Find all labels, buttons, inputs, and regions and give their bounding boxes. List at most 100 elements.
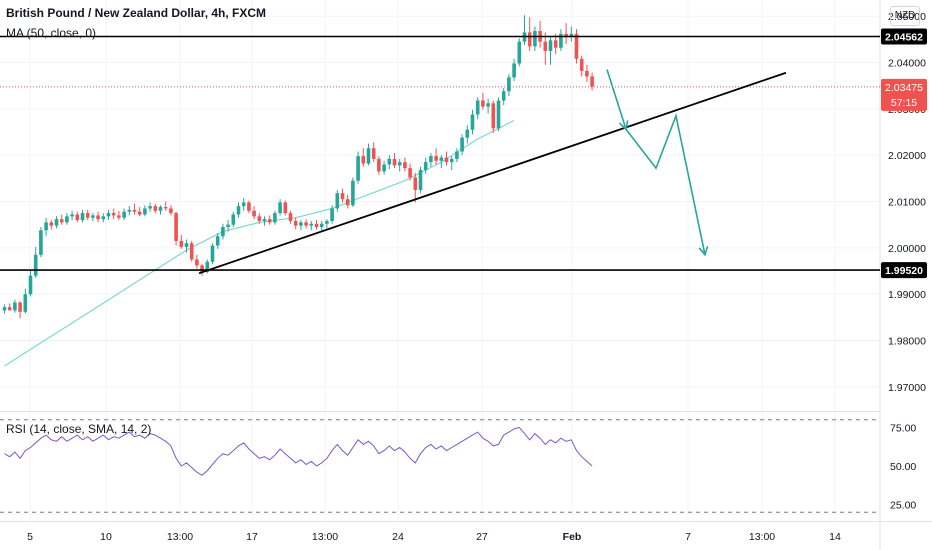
candle-body	[44, 222, 48, 231]
candle-body	[241, 202, 246, 207]
time-tick-label: 13:00	[749, 531, 775, 543]
current-price-tag	[881, 78, 927, 111]
time-tick-label: 24	[392, 531, 404, 543]
candle-body	[325, 220, 329, 224]
candle-body	[163, 207, 168, 209]
candle-body	[293, 220, 298, 226]
candle-body	[543, 41, 548, 51]
candle-body	[319, 223, 324, 228]
rsi-legend[interactable]: RSI (14, close, SMA, 14, 2)	[6, 422, 152, 436]
rsi-tick-label: 50.00	[890, 461, 916, 473]
candle-body	[195, 259, 199, 266]
candle-body	[70, 214, 74, 217]
candle-body	[392, 158, 397, 166]
price-tick-label: 2.04000	[888, 58, 926, 70]
candle-body	[210, 245, 215, 262]
candle-body	[579, 58, 584, 71]
candle-body	[262, 219, 267, 221]
trend-line-path	[198, 71, 787, 275]
candle-body	[418, 170, 423, 190]
candle-body	[366, 148, 371, 164]
trend-line[interactable]	[198, 71, 787, 275]
candle-body	[397, 162, 402, 166]
candle-body	[564, 33, 568, 38]
level-price-tag-text: 1.99520	[885, 265, 923, 277]
time-tick-label: 14	[829, 531, 841, 543]
candle-body	[252, 210, 256, 217]
candle-body	[335, 193, 340, 209]
candle-body	[460, 137, 464, 152]
time-tick-label: 5	[27, 531, 33, 543]
candle-body	[33, 254, 38, 276]
candle-body	[28, 275, 33, 295]
candle-body	[491, 103, 496, 129]
time-tick-label: 13:00	[167, 531, 193, 543]
candle-body	[75, 214, 80, 221]
candle-body	[486, 103, 490, 107]
candle-body	[96, 215, 100, 220]
candle-body	[184, 243, 189, 247]
candle-body	[527, 32, 532, 47]
time-tick-label: 10	[100, 531, 112, 543]
candle-body	[481, 100, 485, 107]
candle-body	[299, 222, 303, 226]
ma-legend[interactable]: MA (50, close, 0)	[6, 26, 97, 40]
candle-body	[13, 302, 17, 311]
price-tick-label: 2.02000	[888, 150, 926, 162]
candle-body	[273, 213, 277, 223]
chart-title: British Pound / New Zealand Dollar, 4h, …	[6, 6, 267, 20]
candle-body	[548, 40, 553, 51]
candle-body	[39, 230, 43, 255]
candle-body	[247, 202, 251, 211]
rsi-tick-label: 75.00	[890, 422, 916, 434]
candle-body	[496, 100, 501, 129]
candle-body	[590, 76, 594, 87]
candle-body	[470, 114, 475, 130]
time-tick-label: 7	[685, 531, 691, 543]
projection-arrow[interactable]	[606, 69, 709, 257]
projection-path	[606, 69, 706, 255]
candle-body	[148, 206, 152, 209]
candlestick-series	[2, 15, 594, 319]
candle-body	[215, 236, 220, 246]
candle-body	[111, 213, 116, 216]
candle-body	[257, 216, 262, 221]
candle-body	[200, 265, 204, 272]
candle-body	[2, 307, 7, 311]
candle-body	[449, 158, 454, 163]
candle-body	[101, 216, 106, 220]
candle-body	[179, 240, 184, 247]
candle-body	[153, 206, 158, 211]
candle-body	[361, 156, 366, 164]
candle-body	[91, 215, 95, 218]
candle-body	[226, 224, 230, 228]
candle-body	[80, 213, 85, 221]
candle-body	[330, 208, 334, 221]
candle-body	[231, 214, 236, 225]
candle-body	[137, 211, 142, 215]
candle-body	[501, 91, 506, 101]
candle-body	[169, 208, 173, 214]
candle-body	[444, 157, 449, 163]
candle-body	[553, 40, 558, 48]
arrowhead-first	[618, 120, 629, 131]
candle-body	[382, 164, 386, 172]
currency-button[interactable]: NZD	[890, 6, 920, 26]
candle-body	[408, 168, 412, 178]
candle-body	[132, 209, 137, 212]
horizontal-levels[interactable]	[0, 35, 880, 271]
level-price-tag	[881, 28, 927, 45]
candle-body	[371, 148, 376, 159]
price-axis-ticks: 2.050002.040002.030002.020002.010002.000…	[888, 11, 926, 394]
candle-body	[122, 211, 126, 218]
candle-body	[117, 215, 121, 218]
candle-body	[127, 209, 132, 212]
candle-body	[18, 302, 22, 312]
candle-body	[314, 223, 319, 228]
candle-body	[512, 63, 516, 78]
candle-body	[434, 156, 438, 161]
candle-body	[174, 213, 178, 241]
candle-body	[304, 222, 308, 226]
level-price-tag	[881, 262, 927, 279]
